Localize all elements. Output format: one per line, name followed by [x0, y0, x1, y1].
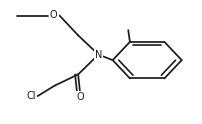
- Text: Cl: Cl: [27, 91, 36, 101]
- Text: N: N: [94, 50, 102, 60]
- Text: O: O: [50, 11, 57, 20]
- Text: O: O: [76, 92, 84, 102]
